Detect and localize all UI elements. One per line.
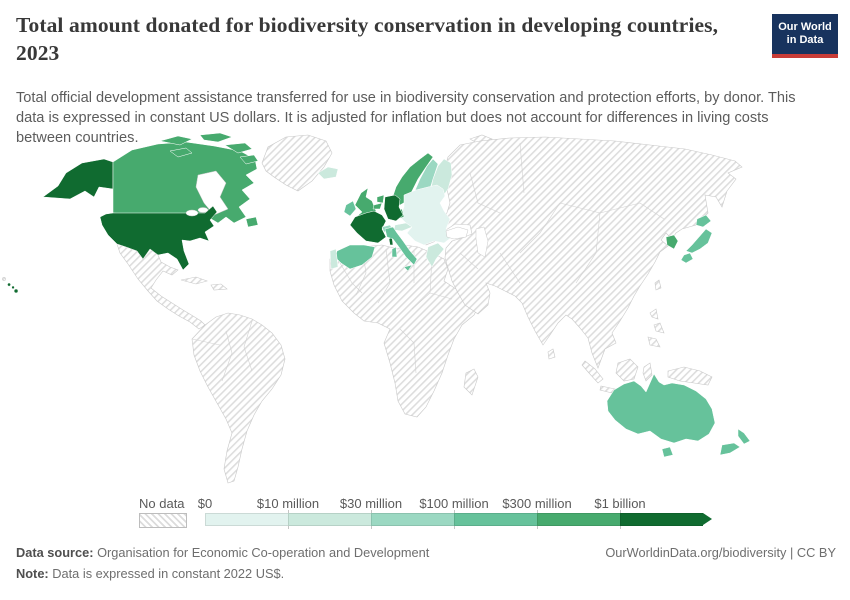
country-canada-arctic-islands[interactable] bbox=[159, 132, 259, 228]
legend-bin-0[interactable] bbox=[205, 513, 288, 526]
country-united-states-alaska[interactable] bbox=[42, 158, 114, 200]
country-united-states-hawaii[interactable] bbox=[7, 282, 19, 294]
legend-no-data-swatch[interactable] bbox=[139, 513, 187, 528]
country-norway[interactable] bbox=[391, 152, 434, 206]
region-pacific-island[interactable] bbox=[2, 277, 6, 281]
country-borders bbox=[191, 142, 665, 382]
legend-tick-1: $10 million bbox=[256, 496, 320, 511]
owid-logo-line1: Our World bbox=[778, 20, 832, 33]
legend-bin-1[interactable] bbox=[288, 513, 371, 526]
region-new-guinea[interactable] bbox=[667, 366, 713, 386]
owid-logo[interactable]: Our World in Data bbox=[772, 14, 838, 58]
country-new-zealand[interactable] bbox=[719, 428, 751, 456]
data-source-text: Organisation for Economic Co-operation a… bbox=[93, 545, 430, 560]
country-japan[interactable] bbox=[680, 214, 713, 264]
great-lakes bbox=[185, 209, 199, 217]
country-france[interactable] bbox=[349, 210, 394, 246]
world-map bbox=[0, 132, 850, 493]
map-legend: No data $0 $10 million $30 million $100 … bbox=[0, 494, 850, 538]
region-eurasia[interactable] bbox=[444, 136, 743, 369]
country-iceland[interactable] bbox=[317, 166, 339, 180]
note-text: Data is expressed in constant 2022 US$. bbox=[48, 566, 285, 581]
country-italy[interactable] bbox=[384, 226, 418, 272]
region-philippines[interactable] bbox=[647, 308, 665, 348]
legend-tick-3: $100 million bbox=[419, 496, 489, 511]
legend-no-data-label: No data bbox=[139, 496, 185, 511]
hudson-bay bbox=[195, 170, 229, 216]
country-belgium[interactable] bbox=[372, 202, 383, 210]
region-mexico-central-america[interactable] bbox=[116, 243, 206, 330]
chart-subtitle: Total official development assistance tr… bbox=[16, 90, 796, 147]
country-south-korea[interactable] bbox=[665, 234, 679, 250]
data-source-label: Data source: bbox=[16, 545, 94, 560]
page-title: Total amount donated for biodiversity co… bbox=[16, 13, 719, 65]
legend-bin-4[interactable] bbox=[537, 513, 620, 526]
country-netherlands[interactable] bbox=[376, 194, 385, 204]
region-eastern-europe-eu[interactable] bbox=[399, 184, 453, 246]
legend-tick-5: $1 billion bbox=[594, 496, 646, 511]
black-sea bbox=[445, 226, 469, 240]
owid-cc-link[interactable]: OurWorldinData.org/biodiversity | CC BY bbox=[605, 545, 836, 560]
region-africa[interactable] bbox=[329, 244, 481, 418]
region-sri-lanka[interactable] bbox=[547, 348, 556, 360]
legend-bin-2[interactable] bbox=[371, 513, 454, 526]
great-lakes-2 bbox=[197, 207, 209, 213]
region-madagascar[interactable] bbox=[463, 368, 479, 396]
country-australia[interactable] bbox=[606, 373, 716, 458]
country-portugal[interactable] bbox=[329, 248, 339, 270]
legend-tick-0: $0 bbox=[197, 496, 213, 511]
region-south-america[interactable] bbox=[191, 312, 286, 484]
legend-bin-3[interactable] bbox=[454, 513, 537, 526]
region-hispaniola[interactable] bbox=[210, 283, 228, 291]
legend-tick-4: $300 million bbox=[502, 496, 572, 511]
legend-color-bar bbox=[205, 513, 712, 526]
country-spain[interactable] bbox=[334, 244, 376, 270]
region-taiwan[interactable] bbox=[654, 279, 662, 291]
region-greenland[interactable] bbox=[261, 134, 333, 192]
caspian-sea bbox=[475, 226, 489, 258]
note-label: Note: bbox=[16, 566, 49, 581]
owid-logo-line2: in Data bbox=[786, 34, 824, 46]
country-germany[interactable] bbox=[383, 194, 404, 222]
chart-footer: Data source: Organisation for Economic C… bbox=[16, 545, 836, 581]
country-greece[interactable] bbox=[425, 242, 445, 268]
region-caribbean[interactable] bbox=[180, 276, 208, 285]
world-map-svg bbox=[2, 132, 751, 484]
legend-bin-5[interactable] bbox=[620, 513, 703, 526]
legend-max-arrow bbox=[703, 513, 712, 525]
country-ireland[interactable] bbox=[343, 200, 357, 217]
country-united-states[interactable] bbox=[99, 205, 218, 271]
legend-tick-2: $30 million bbox=[339, 496, 403, 511]
data-source-line: Data source: Organisation for Economic C… bbox=[16, 545, 429, 560]
